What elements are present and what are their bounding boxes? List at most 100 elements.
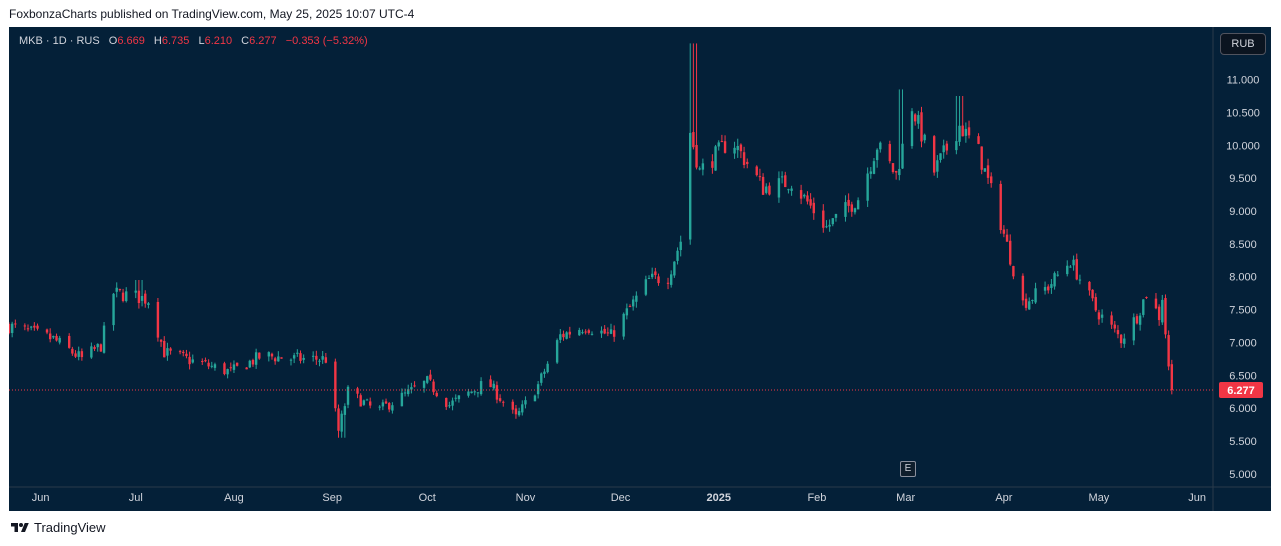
x-tick-label: Feb xyxy=(807,492,826,504)
candle-body xyxy=(647,277,651,279)
candle-body xyxy=(29,326,33,328)
candle-body xyxy=(369,401,372,406)
candle-body xyxy=(235,362,239,366)
candle-body xyxy=(258,352,261,359)
candle-body xyxy=(384,401,388,404)
currency-button[interactable]: RUB xyxy=(1220,33,1266,55)
candle-body xyxy=(850,204,853,212)
candle-body xyxy=(777,178,781,198)
candle-body xyxy=(1100,314,1104,318)
candle-body xyxy=(1053,273,1056,287)
candle-body xyxy=(413,385,416,387)
candle-body xyxy=(178,351,182,353)
candle-body xyxy=(52,335,55,338)
candle-body xyxy=(609,329,613,334)
chart-area[interactable]: 11.50011.00010.50010.0009.5009.0008.5008… xyxy=(9,27,1271,511)
close-label: C xyxy=(241,35,250,47)
y-tick-label: 9.000 xyxy=(1229,206,1257,218)
candle-body xyxy=(1116,330,1120,335)
candle-body xyxy=(1138,315,1142,325)
candle-body xyxy=(318,360,321,362)
candle-body xyxy=(207,362,210,367)
tradingview-logo-icon xyxy=(11,522,29,532)
candle-body xyxy=(964,128,968,136)
candle-body xyxy=(679,241,682,251)
candle-body xyxy=(790,188,793,191)
candle-body xyxy=(856,200,860,210)
candle-body xyxy=(457,395,461,400)
candle-body xyxy=(986,165,990,178)
y-tick-label: 11.000 xyxy=(1227,75,1260,87)
candle-body xyxy=(254,352,258,365)
candle-body xyxy=(606,332,610,334)
candle-body xyxy=(990,176,993,184)
candle-body xyxy=(337,408,340,431)
candle-body xyxy=(445,397,448,407)
y-tick-label: 8.000 xyxy=(1229,272,1257,284)
candle-body xyxy=(644,279,648,295)
candle-body xyxy=(90,346,93,358)
candle-body xyxy=(780,176,784,178)
candle-body xyxy=(755,166,758,176)
candle-body xyxy=(343,406,347,415)
candle-body xyxy=(429,374,432,380)
candle-body xyxy=(71,348,74,354)
candle-body xyxy=(698,168,701,170)
candle-body xyxy=(45,329,49,333)
candle-body xyxy=(761,176,765,195)
candle-body xyxy=(736,145,739,151)
symbol-label[interactable]: MKB · 1D · RUS xyxy=(19,35,100,47)
candle-body xyxy=(936,160,939,172)
candle-body xyxy=(74,353,77,357)
candle-body xyxy=(346,386,350,405)
candle-body xyxy=(533,395,537,402)
candle-body xyxy=(125,291,128,302)
candle-body xyxy=(932,136,936,173)
candle-body xyxy=(923,134,926,141)
last-price-label: 6.277 xyxy=(1227,385,1255,397)
candle-body xyxy=(521,404,524,413)
candle-body xyxy=(612,330,616,337)
y-tick-label: 10.000 xyxy=(1226,140,1260,152)
candle-body xyxy=(1009,240,1012,265)
candle-body xyxy=(879,142,882,150)
candle-body xyxy=(121,292,125,302)
candle-body xyxy=(451,400,454,406)
candle-body xyxy=(321,356,324,360)
candle-body xyxy=(229,367,232,369)
x-tick-label: Jul xyxy=(129,492,143,504)
candle-body xyxy=(36,325,39,329)
candle-body xyxy=(26,328,30,330)
earnings-event-marker[interactable]: E xyxy=(900,461,916,477)
candle-body xyxy=(967,127,971,136)
candle-body xyxy=(723,141,727,153)
candle-body xyxy=(1002,229,1006,234)
candle-body xyxy=(96,343,99,348)
candle-body xyxy=(1094,297,1097,311)
candle-body xyxy=(112,293,115,326)
candle-body xyxy=(410,387,413,390)
candle-body xyxy=(115,287,118,292)
candle-body xyxy=(213,364,217,368)
candle-body xyxy=(251,359,255,365)
candle-body xyxy=(48,333,52,340)
candle-body xyxy=(163,340,166,358)
candle-body xyxy=(670,274,673,285)
candle-body xyxy=(340,413,343,432)
candle-body xyxy=(362,400,366,405)
candle-body xyxy=(768,185,771,195)
candle-body xyxy=(603,328,606,334)
candle-body xyxy=(584,331,587,333)
candle-body xyxy=(917,115,920,124)
candle-body xyxy=(872,161,876,174)
candle-body xyxy=(1113,324,1116,329)
candle-body xyxy=(1043,287,1047,291)
close-value: 6.277 xyxy=(249,35,277,47)
candle-body xyxy=(1145,297,1148,299)
candle-body xyxy=(1072,259,1075,266)
candlestick-chart[interactable]: 11.50011.00010.50010.0009.5009.0008.5008… xyxy=(9,27,1271,511)
candle-body xyxy=(356,388,359,394)
candle-body xyxy=(378,406,381,408)
candle-body xyxy=(739,144,743,152)
candle-body xyxy=(296,352,299,354)
